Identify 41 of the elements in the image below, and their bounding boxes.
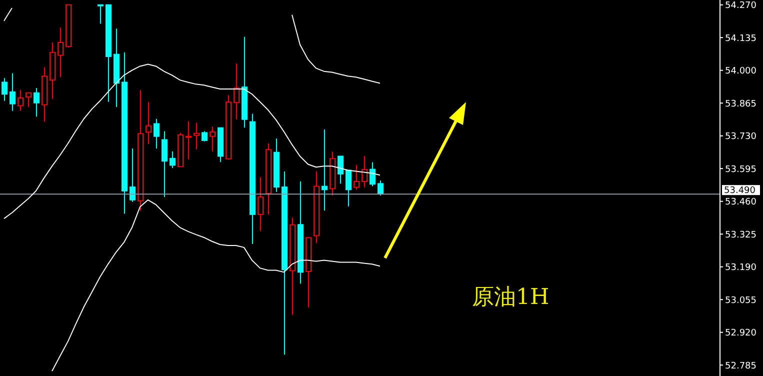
candlestick [26,92,32,108]
candlestick [346,170,352,207]
candlestick [234,63,240,120]
candlestick [170,150,176,169]
line-series [52,199,380,372]
y-tick-label: 52.920 [725,328,757,339]
candlestick [362,155,368,188]
y-tick-label: 53.190 [725,263,757,274]
y-tick-label: 52.785 [725,361,756,372]
y-tick-label: 53.325 [725,230,756,240]
y-tick-label: 53.460 [725,198,757,208]
candlestick [202,130,208,142]
y-tick-label: 53.730 [725,132,757,142]
line-series [4,64,380,220]
candlestick [322,129,328,212]
candlestick [154,118,160,149]
candlestick [378,180,384,196]
candlestick [146,102,152,145]
text: 原油1H [472,284,550,312]
candlestick [58,27,64,78]
candlestick [2,78,8,102]
candlestick [18,89,24,112]
candlestick [98,4,104,24]
y-tick-label: 54.270 [725,1,757,12]
y-tick-label: 54.000 [725,66,757,77]
y-tick-label: 54.135 [725,34,756,44]
ref-line-label: 53.490 [724,186,756,196]
candlestick [10,72,16,112]
candlestick [34,88,40,118]
candlestick [370,162,376,187]
candlestick [130,148,136,202]
candlestick [210,126,216,152]
candlestick [162,130,168,198]
candlestick [194,122,200,150]
y-tick-label: 53.865 [725,99,756,110]
candlestick [338,156,344,184]
y-tick-label: 53.595 [725,164,756,175]
candlestick [354,164,360,190]
y-tick-label: 53.055 [725,296,756,306]
candlestick [186,120,192,160]
candlestick [258,176,264,232]
